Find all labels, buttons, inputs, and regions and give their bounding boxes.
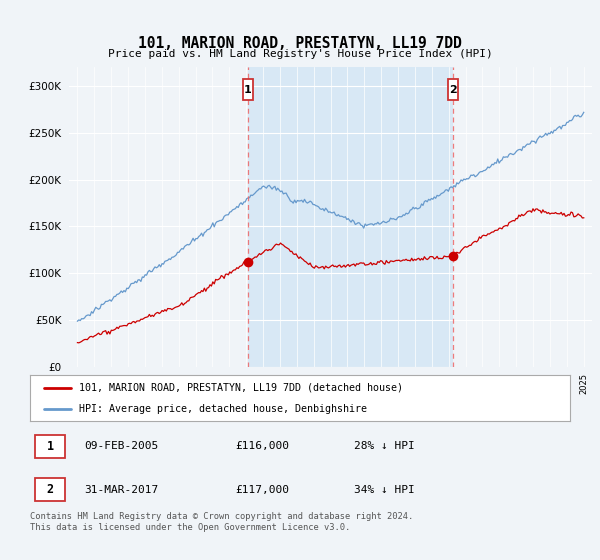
Bar bbox=[35, 478, 65, 501]
Text: 101, MARION ROAD, PRESTATYN, LL19 7DD: 101, MARION ROAD, PRESTATYN, LL19 7DD bbox=[138, 36, 462, 51]
Text: 2: 2 bbox=[449, 85, 457, 95]
Text: £116,000: £116,000 bbox=[235, 441, 289, 451]
Text: 1: 1 bbox=[47, 440, 54, 453]
Text: 101, MARION ROAD, PRESTATYN, LL19 7DD (detached house): 101, MARION ROAD, PRESTATYN, LL19 7DD (d… bbox=[79, 382, 403, 393]
Text: HPI: Average price, detached house, Denbighshire: HPI: Average price, detached house, Denb… bbox=[79, 404, 367, 414]
Bar bbox=[248, 67, 453, 367]
Text: £117,000: £117,000 bbox=[235, 484, 289, 494]
Text: 28% ↓ HPI: 28% ↓ HPI bbox=[354, 441, 415, 451]
Bar bbox=[35, 435, 65, 458]
Text: 1: 1 bbox=[244, 85, 252, 95]
Text: 09-FEB-2005: 09-FEB-2005 bbox=[84, 441, 158, 451]
Text: 31-MAR-2017: 31-MAR-2017 bbox=[84, 484, 158, 494]
Bar bbox=[448, 80, 458, 100]
Bar bbox=[243, 80, 253, 100]
Text: 2: 2 bbox=[47, 483, 54, 496]
Text: Contains HM Land Registry data © Crown copyright and database right 2024.
This d: Contains HM Land Registry data © Crown c… bbox=[30, 512, 413, 532]
Text: Price paid vs. HM Land Registry's House Price Index (HPI): Price paid vs. HM Land Registry's House … bbox=[107, 49, 493, 59]
Text: 34% ↓ HPI: 34% ↓ HPI bbox=[354, 484, 415, 494]
